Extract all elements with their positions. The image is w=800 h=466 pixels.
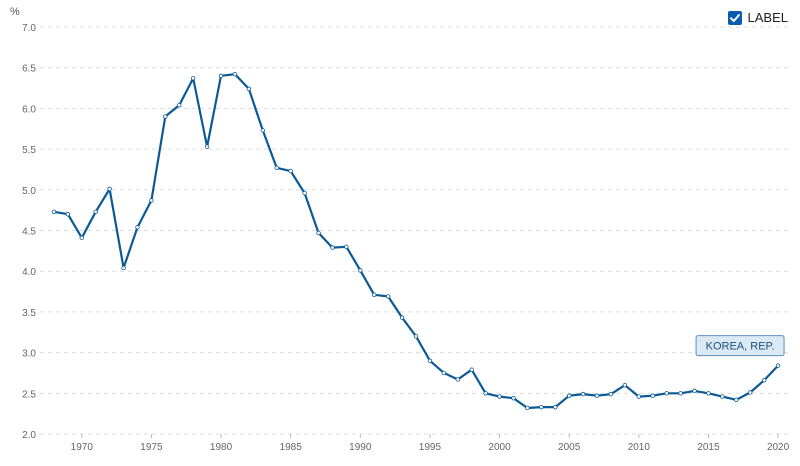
data-point bbox=[330, 245, 335, 250]
data-point bbox=[232, 72, 238, 77]
data-point bbox=[204, 144, 210, 149]
x-tick-label: 2000 bbox=[488, 442, 511, 453]
data-point bbox=[706, 391, 711, 396]
data-point bbox=[344, 244, 349, 249]
data-point bbox=[177, 102, 182, 108]
data-point bbox=[274, 165, 279, 171]
data-point bbox=[748, 390, 753, 395]
data-point bbox=[469, 367, 474, 372]
data-point bbox=[622, 382, 628, 388]
data-point bbox=[121, 265, 126, 271]
data-point bbox=[260, 128, 266, 133]
checkmark-icon bbox=[729, 13, 740, 22]
data-point bbox=[163, 114, 168, 119]
legend-toggle[interactable]: LABEL bbox=[727, 10, 788, 25]
legend-label: LABEL bbox=[747, 10, 788, 25]
y-tick-label: 4.0 bbox=[22, 267, 36, 278]
x-tick-label: 1990 bbox=[349, 442, 372, 453]
data-point bbox=[525, 405, 530, 411]
data-point bbox=[650, 393, 655, 398]
data-point bbox=[93, 209, 98, 214]
x-tick-label: 1970 bbox=[71, 442, 94, 453]
x-tick-label: 2005 bbox=[558, 442, 581, 453]
legend-checkbox[interactable] bbox=[727, 10, 742, 25]
data-point bbox=[497, 394, 502, 399]
data-point bbox=[692, 388, 697, 394]
data-point bbox=[413, 334, 419, 339]
y-tick-label: 5.5 bbox=[22, 145, 36, 156]
data-point bbox=[636, 394, 642, 399]
data-point bbox=[149, 198, 154, 203]
x-tick-label: 2020 bbox=[767, 442, 790, 453]
data-point bbox=[107, 186, 112, 192]
y-tick-label: 2.0 bbox=[22, 430, 36, 441]
data-point bbox=[135, 225, 140, 230]
data-point bbox=[761, 378, 767, 383]
data-point bbox=[580, 391, 586, 397]
x-tick-label: 1980 bbox=[210, 442, 233, 453]
data-point bbox=[539, 404, 544, 410]
y-tick-label: 5.0 bbox=[22, 186, 36, 197]
data-point bbox=[288, 168, 293, 174]
data-point bbox=[775, 363, 781, 368]
data-point bbox=[358, 268, 363, 273]
x-tick-label: 1975 bbox=[140, 442, 163, 453]
data-point bbox=[441, 370, 447, 376]
data-point bbox=[51, 209, 57, 214]
data-point bbox=[190, 76, 196, 81]
data-point bbox=[302, 190, 307, 196]
data-point bbox=[720, 394, 725, 399]
data-point bbox=[664, 391, 669, 396]
data-point bbox=[427, 358, 433, 363]
data-point bbox=[734, 397, 739, 403]
y-tick-label: 4.5 bbox=[22, 227, 36, 238]
series-label: KOREA, REP. bbox=[706, 341, 775, 353]
data-point bbox=[385, 294, 391, 299]
data-point bbox=[246, 86, 252, 92]
data-point bbox=[65, 212, 71, 217]
data-point bbox=[594, 393, 600, 398]
x-tick-label: 2010 bbox=[628, 442, 651, 453]
data-point bbox=[678, 391, 683, 396]
x-tick-label: 1985 bbox=[280, 442, 303, 453]
data-point bbox=[399, 315, 405, 320]
data-point bbox=[372, 292, 377, 298]
series-label-box bbox=[695, 335, 785, 357]
data-point bbox=[79, 235, 84, 241]
data-point bbox=[455, 377, 460, 382]
data-point bbox=[566, 393, 572, 398]
data-point bbox=[316, 230, 321, 236]
y-tick-label: 3.5 bbox=[22, 308, 36, 319]
x-tick-label: 2015 bbox=[697, 442, 720, 453]
y-axis-unit: % bbox=[10, 6, 20, 18]
y-tick-label: 2.5 bbox=[22, 389, 36, 400]
data-point bbox=[608, 391, 614, 397]
y-tick-label: 6.0 bbox=[22, 104, 36, 115]
data-point bbox=[218, 73, 224, 79]
y-tick-label: 6.5 bbox=[22, 64, 36, 75]
data-point bbox=[553, 404, 558, 410]
series-line bbox=[53, 73, 779, 410]
data-point bbox=[511, 395, 516, 401]
data-point bbox=[483, 391, 488, 396]
y-tick-label: 7.0 bbox=[22, 23, 36, 34]
x-tick-label: 1995 bbox=[419, 442, 442, 453]
y-tick-label: 3.0 bbox=[22, 349, 36, 360]
